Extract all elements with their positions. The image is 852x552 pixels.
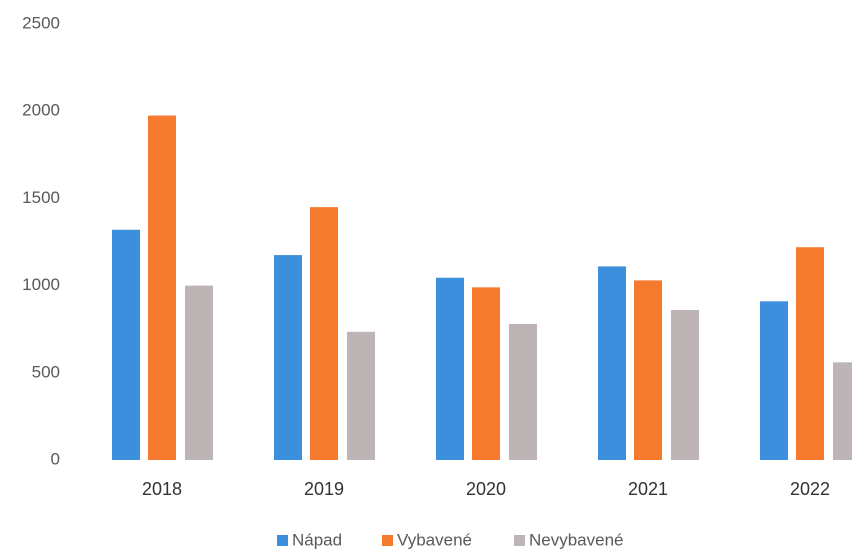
x-tick-label: 2022 bbox=[790, 479, 830, 499]
y-tick-label: 500 bbox=[32, 362, 60, 381]
y-tick-label: 2500 bbox=[22, 13, 60, 32]
bar bbox=[671, 310, 699, 460]
legend-swatch bbox=[382, 535, 393, 546]
bar bbox=[634, 280, 662, 460]
x-tick-label: 2021 bbox=[628, 479, 668, 499]
y-tick-label: 0 bbox=[51, 449, 60, 468]
bar bbox=[509, 323, 537, 460]
legend-swatch bbox=[514, 535, 525, 546]
y-tick-label: 1000 bbox=[22, 275, 60, 294]
bar bbox=[760, 301, 788, 460]
x-tick-label: 2020 bbox=[466, 479, 506, 499]
legend-label: Nevybavené bbox=[529, 530, 624, 549]
bar bbox=[598, 266, 626, 460]
bar bbox=[472, 287, 500, 460]
x-tick-label: 2019 bbox=[304, 479, 344, 499]
bar bbox=[185, 285, 213, 460]
bar bbox=[310, 207, 338, 460]
y-tick-label: 2000 bbox=[22, 101, 60, 120]
bar bbox=[148, 115, 176, 460]
legend-swatch bbox=[277, 535, 288, 546]
bar bbox=[274, 255, 302, 460]
legend-label: Vybavené bbox=[397, 530, 472, 549]
bar bbox=[347, 331, 375, 460]
y-tick-label: 1500 bbox=[22, 188, 60, 207]
bar bbox=[112, 229, 140, 460]
x-tick-label: 2018 bbox=[142, 479, 182, 499]
bar bbox=[833, 362, 852, 460]
legend-label: Nápad bbox=[292, 530, 342, 549]
bar bbox=[436, 277, 464, 460]
bar bbox=[796, 247, 824, 460]
